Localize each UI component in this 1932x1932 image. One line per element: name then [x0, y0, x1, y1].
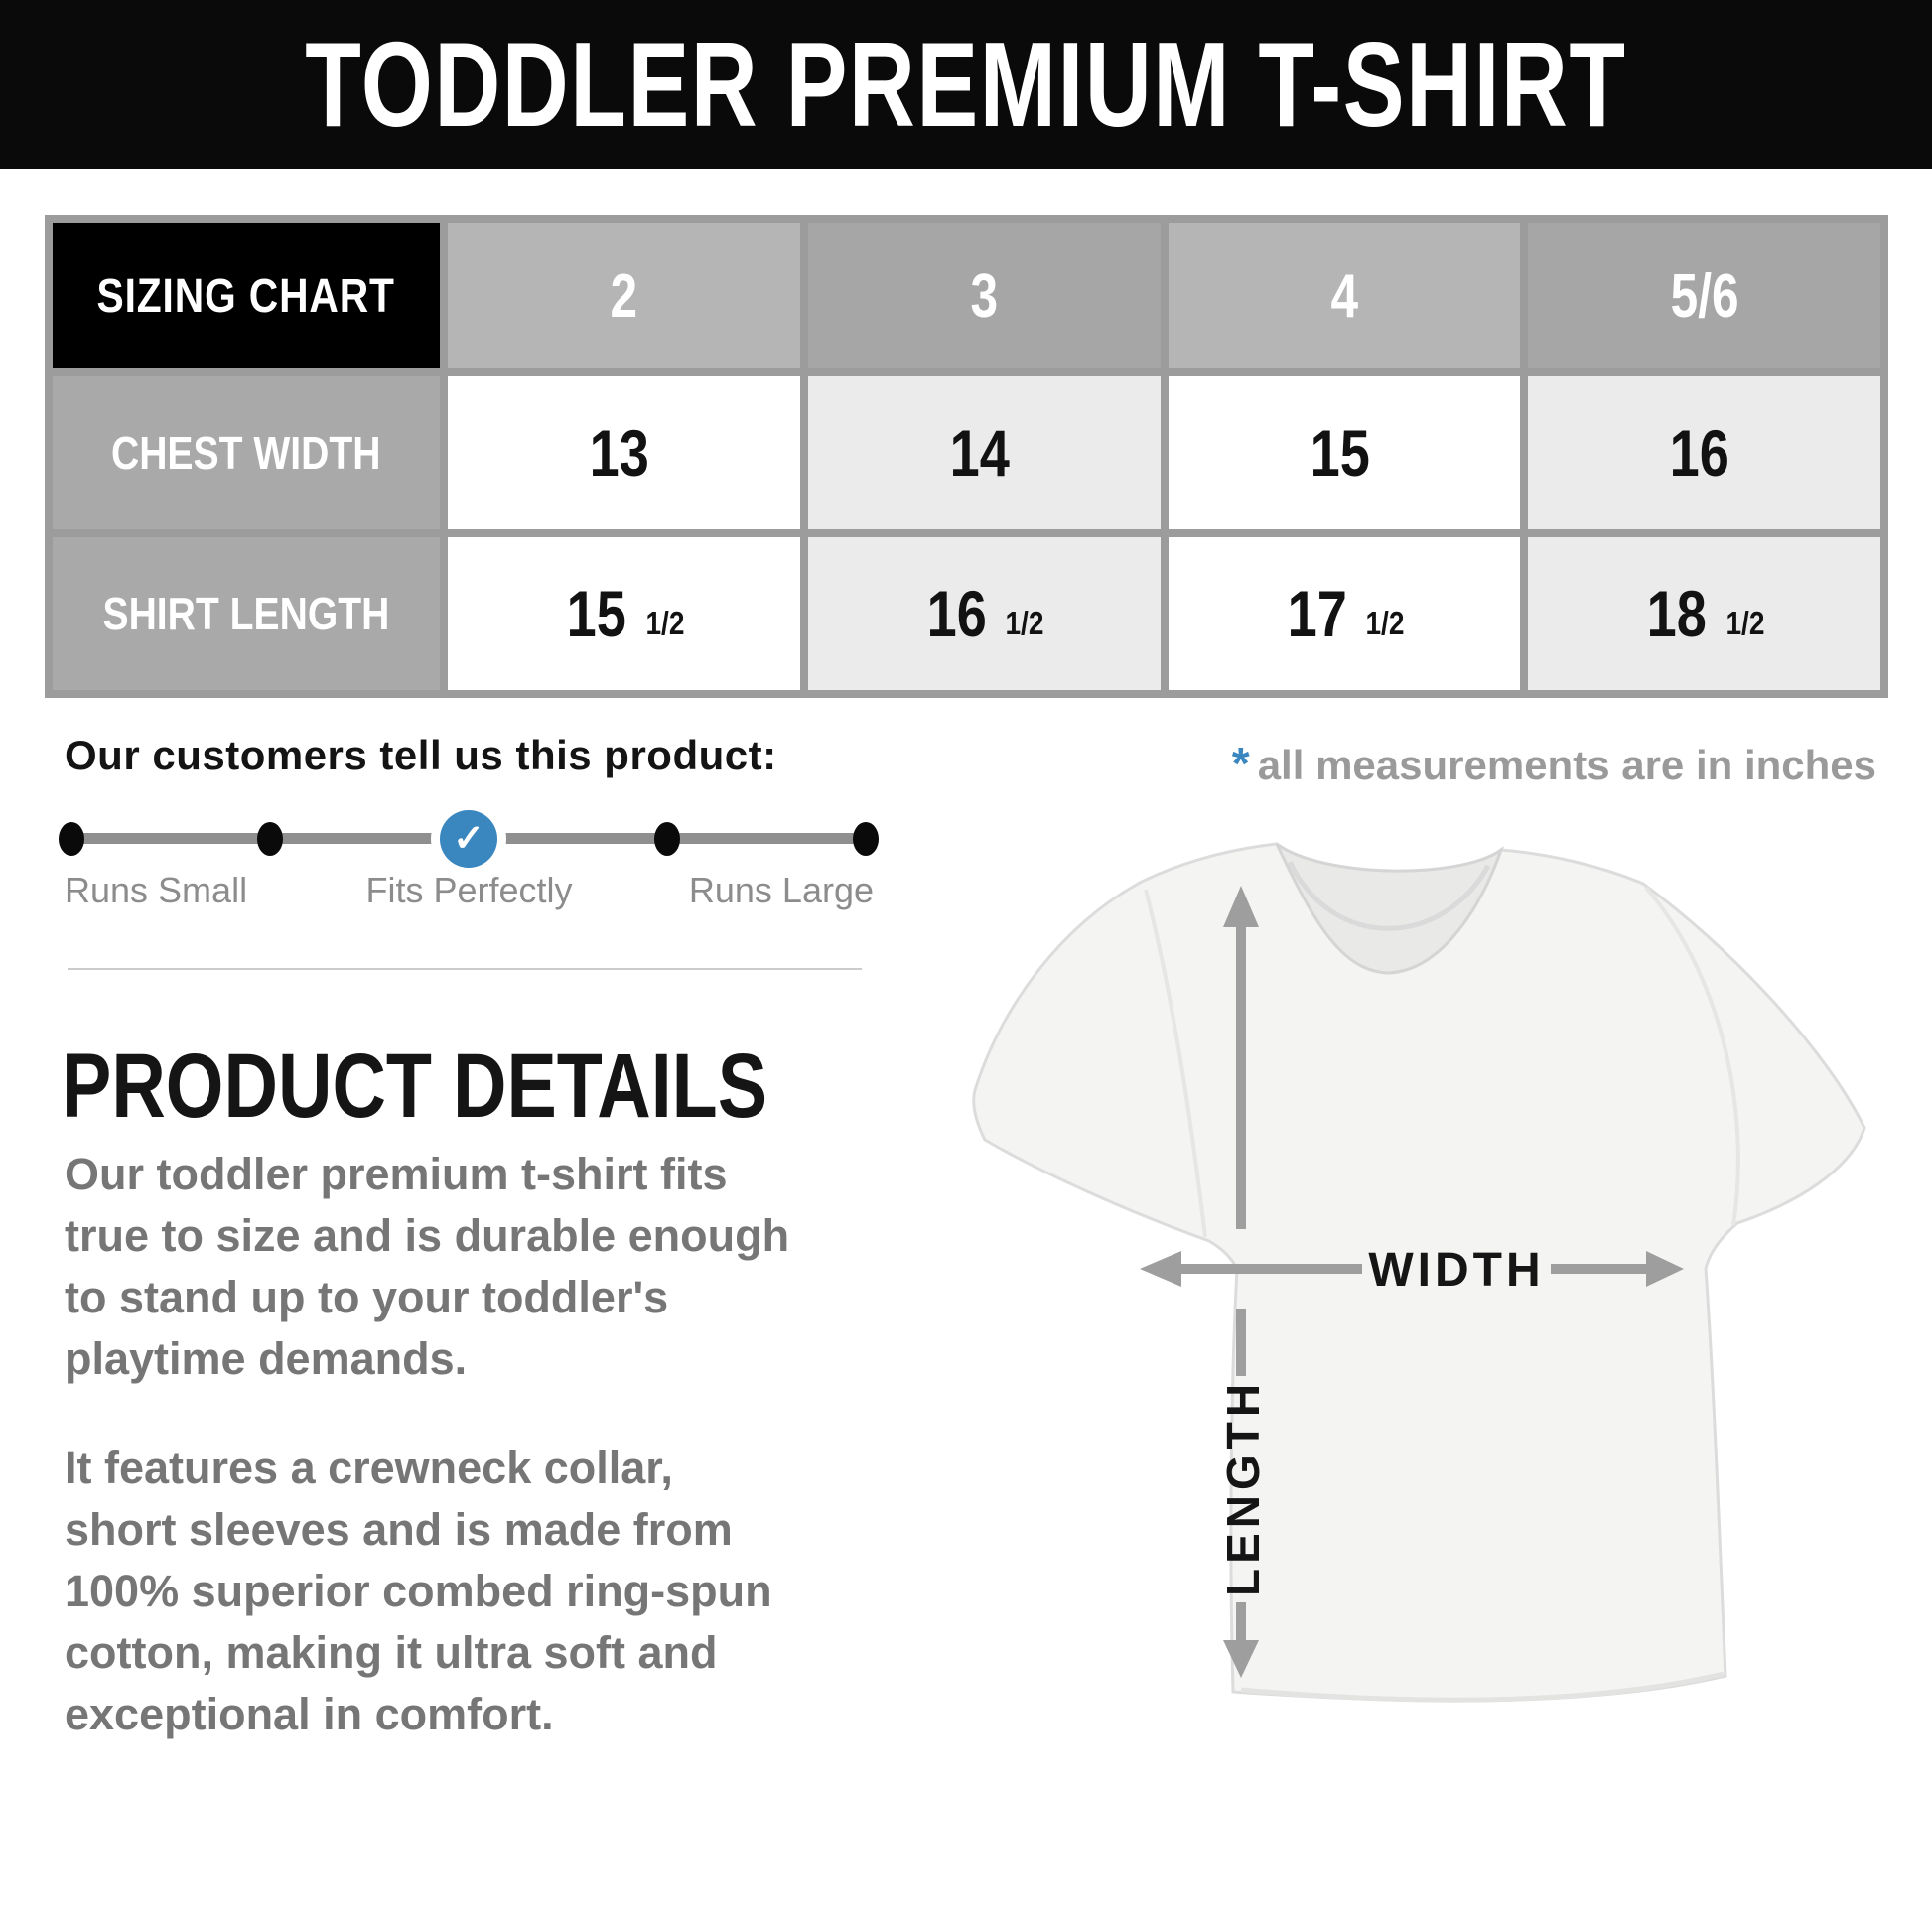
sizing-chart-table: SIZING CHART 2 3 4 5/6 CHEST WIDTH 13 14… — [45, 215, 1888, 698]
collar-rib — [1287, 860, 1491, 931]
fit-scale-dot-1 — [59, 822, 84, 856]
table-cell-length-5-6: 18 1/2 — [1528, 537, 1880, 690]
width-arrow — [1140, 1251, 1684, 1287]
title-banner: TODDLER PREMIUM T-SHIRT — [0, 0, 1932, 169]
fit-scale-dot-2 — [257, 822, 283, 856]
column-header-size-5-6: 5/6 — [1528, 223, 1880, 368]
row-label-shirt-length: SHIRT LENGTH — [53, 537, 440, 690]
table-cell-chest-4: 15 — [1168, 376, 1521, 529]
sizing-chart-label: SIZING CHART — [96, 269, 396, 323]
tshirt-diagram: LENGTH WIDTH — [943, 824, 1932, 1718]
product-details-paragraph-2: It features a crewneck collar, short sle… — [65, 1443, 772, 1739]
column-header-size-4: 4 — [1168, 223, 1521, 368]
measurements-note: * all measurements are in inches — [1232, 737, 1876, 790]
fit-feedback-heading: Our customers tell us this product: — [65, 732, 777, 778]
product-details-heading: PRODUCT DETAILS — [62, 1035, 768, 1137]
asterisk-icon: * — [1231, 738, 1250, 789]
table-cell-chest-3: 14 — [807, 376, 1161, 529]
left-sleeve-seam — [1144, 889, 1207, 1238]
fit-scale: ✓ — [59, 806, 879, 870]
section-divider — [68, 968, 862, 970]
page-title: TODDLER PREMIUM T-SHIRT — [305, 17, 1627, 152]
hem-shadow — [1240, 1671, 1725, 1703]
fit-label-runs-large: Runs Large — [688, 870, 874, 910]
table-cell-length-4: 17 1/2 — [1168, 537, 1521, 690]
collar-opening — [1275, 842, 1505, 975]
column-header-size-2: 2 — [448, 223, 800, 368]
table-cell-chest-5-6: 16 — [1528, 376, 1880, 529]
table-cell-length-3: 16 1/2 — [807, 537, 1161, 690]
fit-scale-dot-4 — [654, 822, 680, 856]
fit-label-fits-perfectly: Fits Perfectly — [365, 870, 573, 910]
length-label: LENGTH — [1217, 1379, 1269, 1596]
fit-scale-dot-5 — [853, 822, 879, 856]
measurements-note-text: all measurements are in inches — [1257, 742, 1876, 788]
width-label: WIDTH — [1368, 1244, 1544, 1297]
right-sleeve-seam — [1644, 886, 1740, 1226]
row-label-chest-width: CHEST WIDTH — [53, 376, 440, 529]
product-details-paragraph-1: Our toddler premium t-shirt fits true to… — [65, 1149, 790, 1384]
column-header-size-3: 3 — [807, 223, 1161, 368]
tshirt-graphic: LENGTH WIDTH — [972, 842, 1866, 1703]
length-arrow — [1223, 886, 1259, 1678]
fit-selected-check-icon: ✓ — [440, 810, 497, 868]
table-corner-cell: SIZING CHART — [53, 223, 440, 368]
fit-scale-labels: Runs Small Fits Perfectly Runs Large — [65, 870, 874, 913]
fit-label-runs-small: Runs Small — [65, 870, 248, 910]
table-cell-length-2: 15 1/2 — [448, 537, 800, 690]
table-cell-chest-2: 13 — [448, 376, 800, 529]
